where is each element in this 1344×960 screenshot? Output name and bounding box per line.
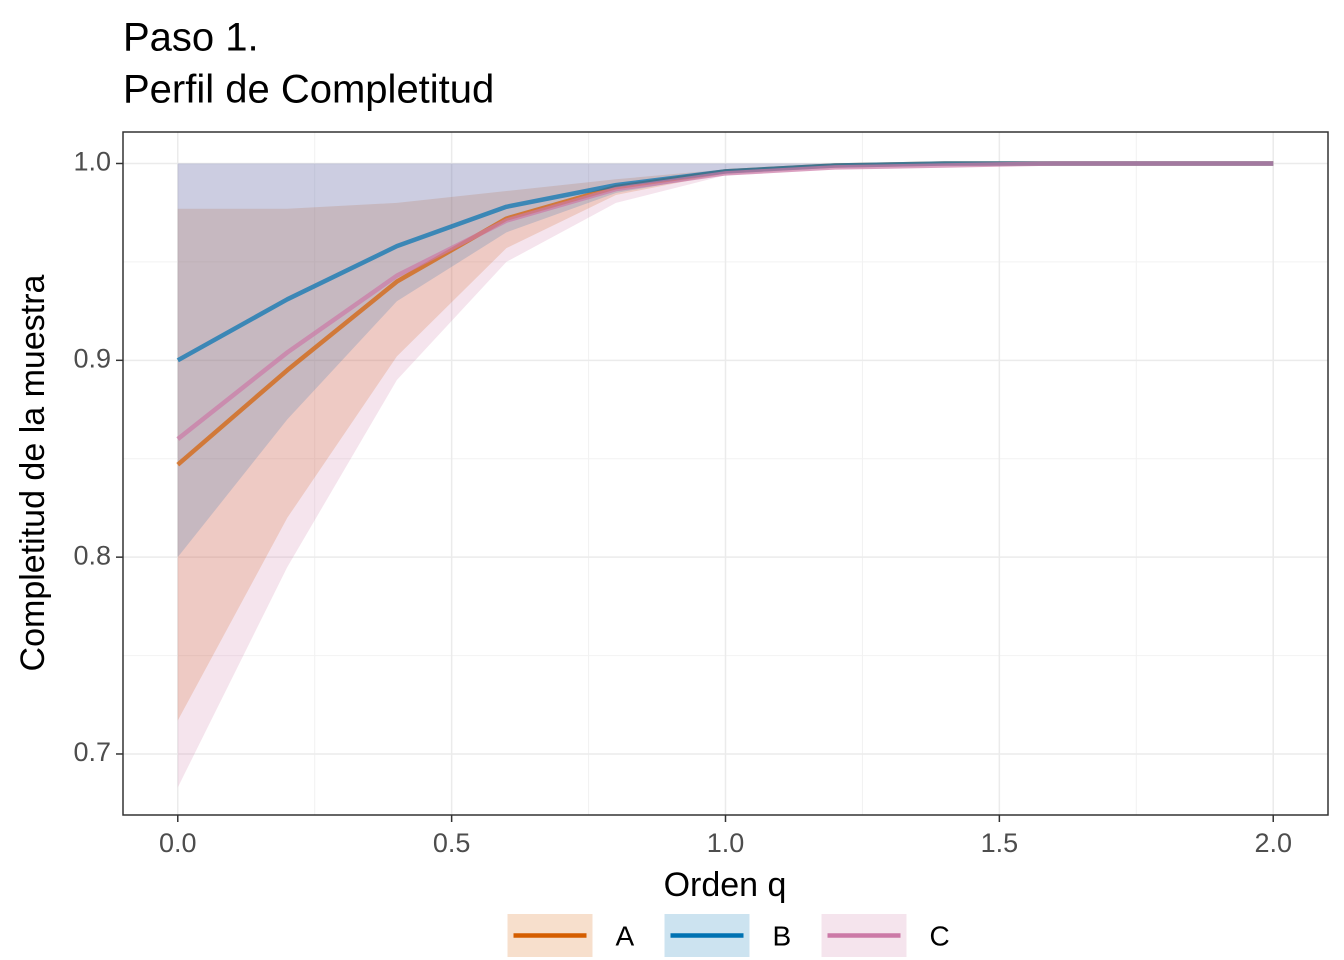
x-tick-label: 0.5 [433, 828, 471, 858]
y-axis-label: Completitud de la muestra [14, 274, 52, 671]
y-tick-label: 1.0 [73, 147, 111, 177]
x-tick-label: 0.0 [159, 828, 197, 858]
x-tick-label: 2.0 [1254, 828, 1292, 858]
x-tick-label: 1.5 [981, 828, 1019, 858]
confidence-band [177, 163, 1274, 558]
confidence-band [177, 163, 1274, 788]
plot-border [122, 131, 1329, 816]
y-tick-label: 0.8 [73, 540, 111, 570]
x-tick-label: 1.0 [707, 828, 745, 858]
line [176, 161, 1274, 441]
y-tick-label: 0.7 [73, 737, 111, 767]
chart-title: Paso 1. [123, 16, 259, 60]
legend-label: C [930, 920, 950, 951]
legend-label: B [773, 920, 792, 951]
legend-label: A [616, 920, 635, 951]
chart-title: Perfil de Completitud [123, 68, 494, 112]
y-tick-label: 0.9 [73, 343, 111, 373]
x-axis-label: Orden q [664, 866, 787, 904]
confidence-band [177, 163, 1274, 721]
